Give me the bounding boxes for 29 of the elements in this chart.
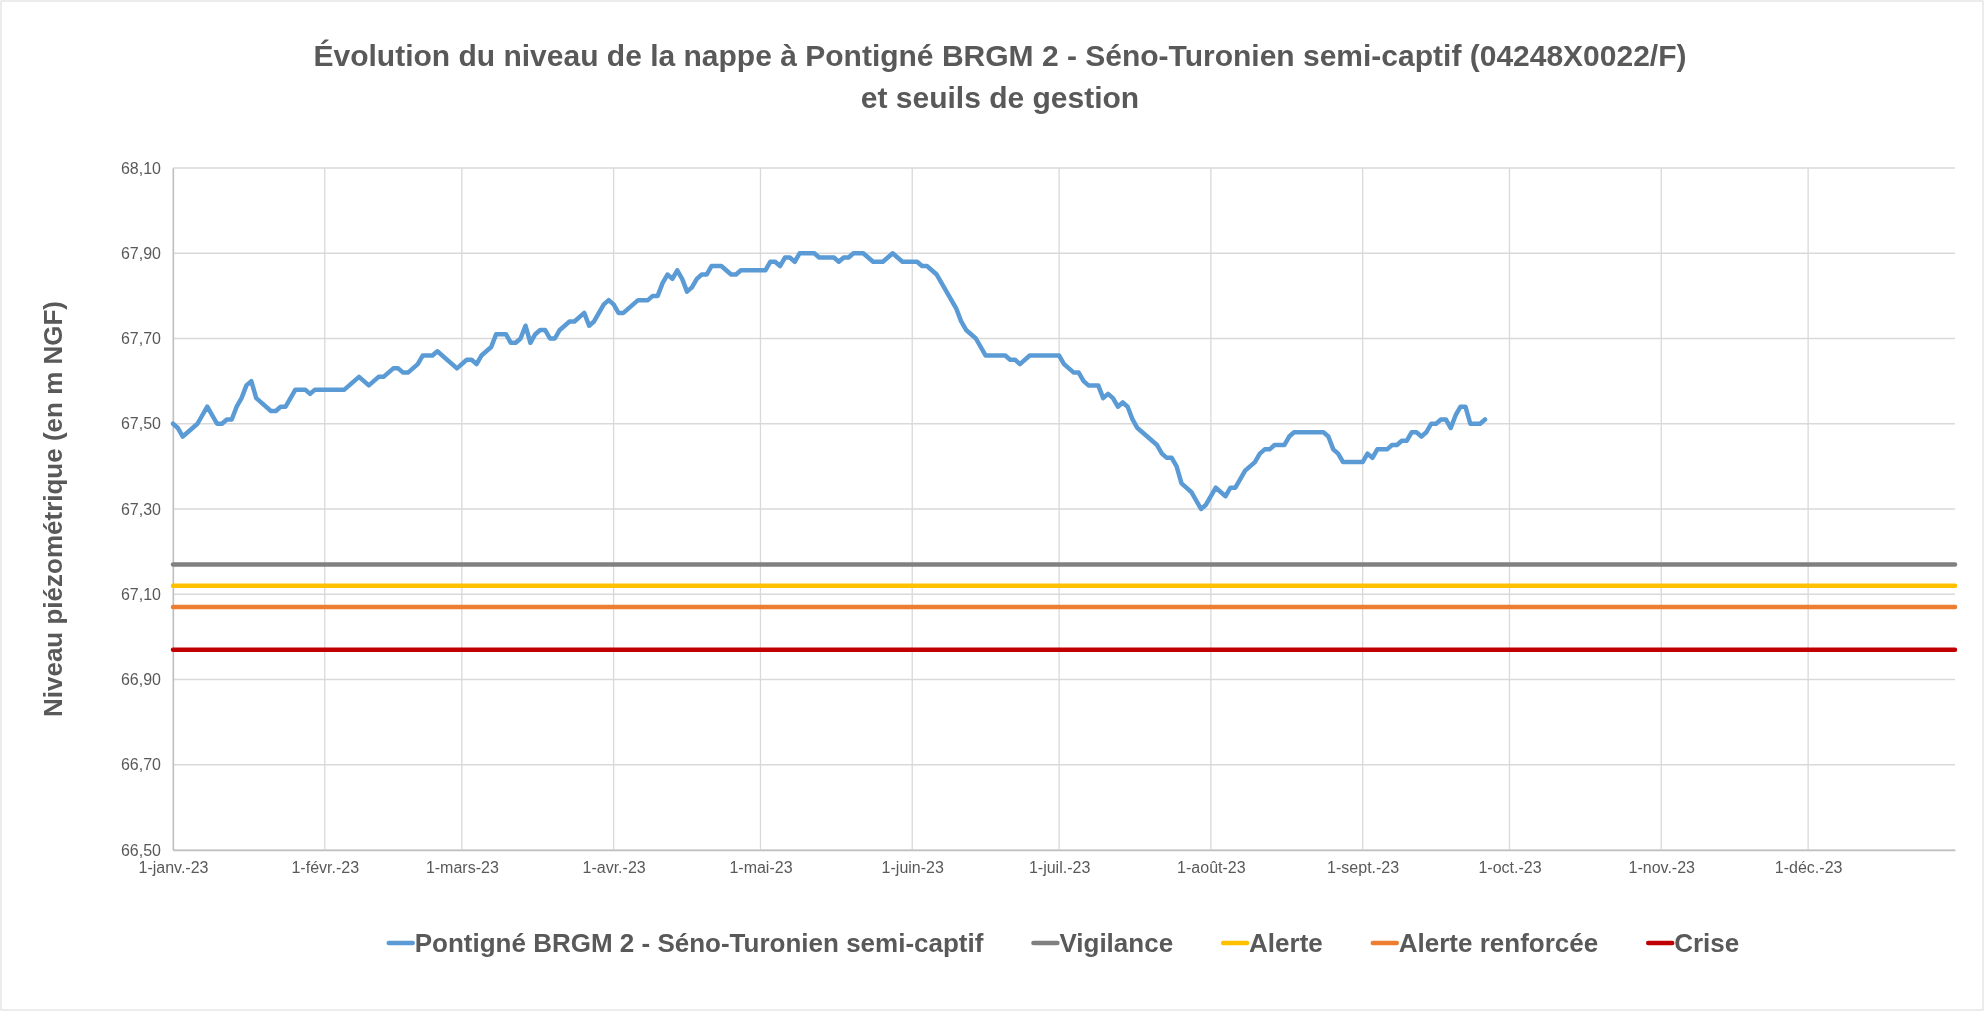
x-tick-label: 1-janv.-23 (138, 859, 209, 877)
line-series (170, 251, 1488, 512)
y-tick-label: 66,70 (120, 756, 162, 774)
y-tick-label: 67,70 (120, 330, 162, 348)
x-tick-label: 1-mai-23 (729, 859, 793, 877)
x-tick-label: 1-déc.-23 (1774, 859, 1843, 877)
legend-label: Vigilance (1059, 928, 1174, 958)
x-tick-label: 1-oct.-23 (1478, 859, 1542, 877)
x-tick-label: 1-févr.-23 (291, 859, 360, 877)
y-tick-label: 67,10 (120, 585, 162, 603)
x-tick-label: 1-avr.-23 (582, 859, 646, 877)
y-tick-label: 67,90 (120, 244, 162, 262)
legend-label: Crise (1674, 928, 1740, 958)
legend-label: Alerte (1249, 928, 1323, 958)
x-tick-label: 1-juin-23 (881, 859, 944, 877)
x-tick-label: 1-mars-23 (425, 859, 499, 877)
chart-title: Évolution du niveau de la nappe à Pontigné BRGM 2 - Séno-Turonien semi-captif (04248X0022/F) et seuils de gestion (313, 39, 1687, 114)
x-tick-label: 1-nov.-23 (1628, 859, 1696, 877)
x-tick-label: 1-août-23 (1177, 859, 1246, 877)
legend-label: Alerte renforcée (1398, 928, 1599, 958)
legend-label: Pontigné BRGM 2 - Séno-Turonien semi-captif (414, 928, 984, 958)
y-tick-label: 67,30 (120, 500, 162, 518)
y-axis-title: Niveau piézométrique (en m NGF) (38, 300, 68, 718)
y-tick-label: 66,90 (120, 671, 162, 689)
y-tick-label: 68,10 (120, 159, 162, 177)
x-tick-label: 1-sept.-23 (1327, 859, 1400, 877)
x-tick-label: 1-juil.-23 (1028, 859, 1091, 877)
y-tick-label: 67,50 (120, 415, 162, 433)
y-tick-label: 66,50 (120, 841, 162, 859)
